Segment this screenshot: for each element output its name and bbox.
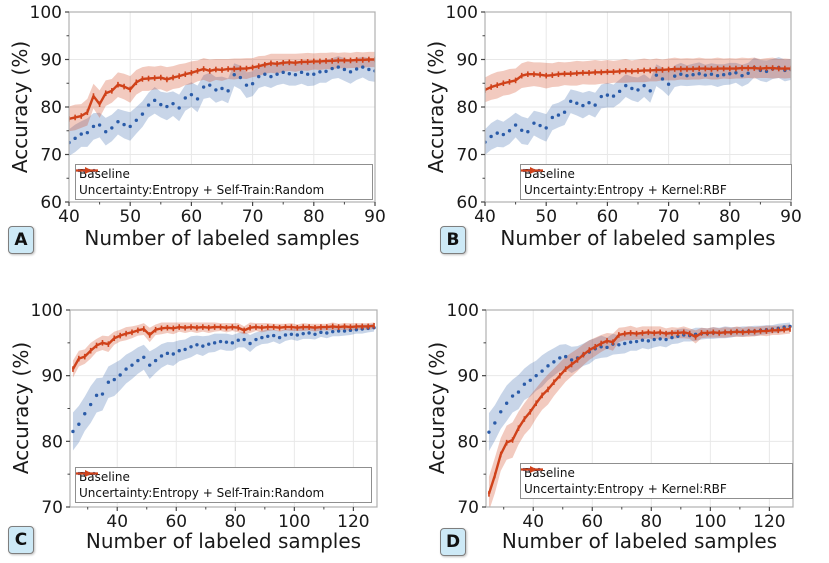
legend-label: Uncertainty:Entropy + Kernel:RBF <box>524 482 727 496</box>
svg-text:80: 80 <box>457 432 479 452</box>
svg-text:70: 70 <box>658 207 680 227</box>
y-axis-label: Accuracy (%) <box>9 341 33 475</box>
svg-text:60: 60 <box>456 193 478 213</box>
svg-text:80: 80 <box>719 207 741 227</box>
svg-text:90: 90 <box>40 51 62 71</box>
panel-a: 40 50 60 70 80 90 60 70 80 90 100 Accuracy (%) Num… <box>0 0 415 280</box>
svg-text:100: 100 <box>694 512 726 532</box>
legend-item-method: Uncertainty:Entropy + Kernel:RBF <box>521 167 788 198</box>
panel-label-c: C <box>8 526 34 554</box>
svg-text:70: 70 <box>457 498 479 518</box>
svg-text:50: 50 <box>535 207 557 227</box>
legend-item-baseline: Baseline <box>522 166 788 182</box>
svg-text:70: 70 <box>456 146 478 166</box>
legend-label: Uncertainty:Entropy + Self-Train:Random <box>79 183 325 197</box>
svg-text:100: 100 <box>447 301 479 321</box>
svg-text:80: 80 <box>303 207 325 227</box>
legend-label: Uncertainty:Entropy + Self-Train:Random <box>79 486 325 500</box>
svg-text:70: 70 <box>40 146 62 166</box>
svg-text:60: 60 <box>581 512 603 532</box>
svg-text:90: 90 <box>457 367 479 387</box>
svg-text:70: 70 <box>242 207 264 227</box>
svg-text:40: 40 <box>522 512 544 532</box>
panel-d-plot: 40 60 80 100 120 70 80 90 100 <box>447 301 794 532</box>
legend: Baseline Uncertainty:Entropy + Kernel:RB… <box>520 164 792 200</box>
svg-text:80: 80 <box>224 512 246 532</box>
legend-label: Uncertainty:Entropy + Kernel:RBF <box>524 183 727 197</box>
svg-text:60: 60 <box>597 207 619 227</box>
svg-text:120: 120 <box>753 512 785 532</box>
x-axis-label: Number of labeled samples <box>500 226 776 250</box>
legend: Baseline Uncertainty:Entropy + Self-Trai… <box>75 164 373 200</box>
svg-text:100: 100 <box>30 3 62 23</box>
legend: Baseline Uncertainty:Entropy + Self-Trai… <box>75 467 372 503</box>
panel-c: 40 60 80 100 120 70 80 90 100 Accuracy (%) Numbe… <box>0 280 415 563</box>
legend-item-baseline: Baseline <box>77 469 368 485</box>
svg-text:40: 40 <box>58 207 80 227</box>
panel-label-b: B <box>440 226 466 254</box>
legend: Baseline Uncertainty:Entropy + Kernel:RB… <box>520 463 793 499</box>
panel-label-d: D <box>440 528 466 556</box>
svg-text:80: 80 <box>41 432 63 452</box>
svg-text:60: 60 <box>165 512 187 532</box>
legend-item-method: Uncertainty:Entropy + Self-Train:Random <box>76 167 369 198</box>
svg-text:70: 70 <box>41 498 63 518</box>
legend-item-method: Uncertainty:Entropy + Kernel:RBF <box>521 466 789 497</box>
svg-text:90: 90 <box>780 207 802 227</box>
x-axis-label: Number of labeled samples <box>501 529 778 553</box>
svg-text:90: 90 <box>456 51 478 71</box>
svg-text:100: 100 <box>446 3 478 23</box>
svg-text:100: 100 <box>31 301 63 321</box>
legend-item-method: Uncertainty:Entropy + Self-Train:Random <box>76 470 368 501</box>
y-axis-label: Accuracy (%) <box>424 40 448 174</box>
svg-text:80: 80 <box>640 512 662 532</box>
panel-c-plot: 40 60 80 100 120 70 80 90 100 <box>31 301 378 532</box>
svg-text:120: 120 <box>337 512 369 532</box>
panel-a-plot: 40 50 60 70 80 90 60 70 80 90 100 <box>30 3 386 227</box>
svg-text:90: 90 <box>364 207 386 227</box>
method-line-marker-icon <box>521 466 543 473</box>
panel-b: 40 50 60 70 80 90 60 70 80 90 100 Accuracy (%) Num… <box>415 0 829 280</box>
svg-text:50: 50 <box>119 207 141 227</box>
legend-item-baseline: Baseline <box>77 166 369 182</box>
svg-text:40: 40 <box>106 512 128 532</box>
x-axis-label: Number of labeled samples <box>85 529 362 553</box>
svg-text:80: 80 <box>456 98 478 118</box>
svg-text:60: 60 <box>181 207 203 227</box>
method-line-marker-icon <box>76 167 98 174</box>
panel-label-a: A <box>8 226 34 254</box>
svg-text:40: 40 <box>474 207 496 227</box>
svg-text:100: 100 <box>278 512 310 532</box>
svg-text:90: 90 <box>41 367 63 387</box>
legend-item-baseline: Baseline <box>522 465 789 481</box>
x-axis-label: Number of labeled samples <box>84 226 360 250</box>
svg-text:80: 80 <box>40 98 62 118</box>
y-axis-label: Accuracy (%) <box>425 341 449 475</box>
y-axis-label: Accuracy (%) <box>8 40 32 174</box>
svg-text:60: 60 <box>40 193 62 213</box>
method-line-marker-icon <box>521 167 543 174</box>
method-line-marker-icon <box>76 470 98 477</box>
panel-d: 40 60 80 100 120 70 80 90 100 Accuracy (%) Numbe… <box>415 280 829 563</box>
